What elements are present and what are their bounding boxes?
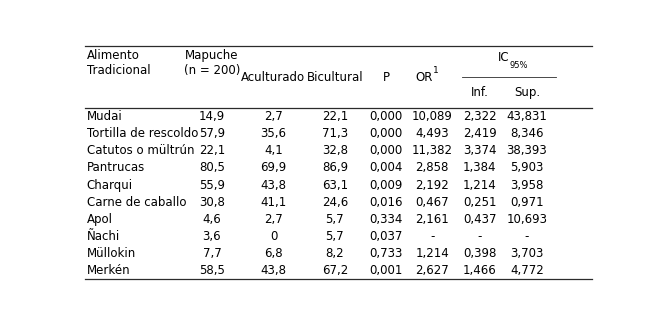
Text: 7,7: 7,7 [203, 247, 221, 260]
Text: -: - [430, 230, 434, 243]
Text: 10,693: 10,693 [506, 213, 547, 226]
Text: Alimento
Tradicional: Alimento Tradicional [87, 49, 150, 77]
Text: 5,7: 5,7 [326, 230, 344, 243]
Text: 58,5: 58,5 [199, 264, 225, 277]
Text: 8,346: 8,346 [510, 127, 544, 140]
Text: 0,009: 0,009 [369, 178, 403, 192]
Text: 5,7: 5,7 [326, 213, 344, 226]
Text: P: P [383, 71, 389, 84]
Text: 43,8: 43,8 [260, 178, 286, 192]
Text: IC: IC [498, 51, 509, 64]
Text: 0,971: 0,971 [510, 196, 544, 209]
Text: 1: 1 [433, 66, 438, 75]
Text: OR: OR [415, 71, 432, 84]
Text: 2,627: 2,627 [415, 264, 449, 277]
Text: 0,467: 0,467 [416, 196, 449, 209]
Text: 2,7: 2,7 [264, 110, 283, 123]
Text: Apol: Apol [87, 213, 113, 226]
Text: Ñachi: Ñachi [87, 230, 120, 243]
Text: 63,1: 63,1 [322, 178, 348, 192]
Text: Bicultural: Bicultural [307, 71, 364, 84]
Text: 3,6: 3,6 [203, 230, 221, 243]
Text: Catutos o mültrún: Catutos o mültrún [87, 144, 194, 157]
Text: 32,8: 32,8 [322, 144, 348, 157]
Text: Tortilla de rescoldo: Tortilla de rescoldo [87, 127, 198, 140]
Text: 2,192: 2,192 [415, 178, 449, 192]
Text: 14,9: 14,9 [199, 110, 225, 123]
Text: 24,6: 24,6 [322, 196, 348, 209]
Text: 80,5: 80,5 [199, 161, 225, 175]
Text: 0,000: 0,000 [369, 144, 403, 157]
Text: 11,382: 11,382 [412, 144, 453, 157]
Text: Mapuche
(n = 200): Mapuche (n = 200) [184, 49, 240, 77]
Text: 2,322: 2,322 [463, 110, 496, 123]
Text: 1,214: 1,214 [463, 178, 496, 192]
Text: 69,9: 69,9 [260, 161, 287, 175]
Text: 1,214: 1,214 [415, 247, 449, 260]
Text: 0,016: 0,016 [369, 196, 403, 209]
Text: 0,334: 0,334 [369, 213, 403, 226]
Text: -: - [477, 230, 482, 243]
Text: 55,9: 55,9 [199, 178, 225, 192]
Text: 0,733: 0,733 [369, 247, 403, 260]
Text: 4,493: 4,493 [416, 127, 449, 140]
Text: 1,384: 1,384 [463, 161, 496, 175]
Text: 0: 0 [270, 230, 277, 243]
Text: Müllokin: Müllokin [87, 247, 136, 260]
Text: 30,8: 30,8 [199, 196, 225, 209]
Text: 3,703: 3,703 [510, 247, 544, 260]
Text: 6,8: 6,8 [264, 247, 283, 260]
Text: 4,1: 4,1 [264, 144, 283, 157]
Text: Inf.: Inf. [471, 86, 488, 99]
Text: 1,466: 1,466 [463, 264, 496, 277]
Text: 0,437: 0,437 [463, 213, 496, 226]
Text: Carne de caballo: Carne de caballo [87, 196, 186, 209]
Text: Merkén: Merkén [87, 264, 130, 277]
Text: 71,3: 71,3 [322, 127, 348, 140]
Text: 0,001: 0,001 [369, 264, 403, 277]
Text: 3,374: 3,374 [463, 144, 496, 157]
Text: 38,393: 38,393 [506, 144, 547, 157]
Text: 41,1: 41,1 [260, 196, 287, 209]
Text: -: - [525, 230, 529, 243]
Text: 10,089: 10,089 [412, 110, 453, 123]
Text: 4,6: 4,6 [203, 213, 221, 226]
Text: 2,7: 2,7 [264, 213, 283, 226]
Text: 0,000: 0,000 [369, 127, 403, 140]
Text: Sup.: Sup. [514, 86, 540, 99]
Text: Pantrucas: Pantrucas [87, 161, 145, 175]
Text: 35,6: 35,6 [260, 127, 286, 140]
Text: 0,251: 0,251 [463, 196, 496, 209]
Text: 67,2: 67,2 [322, 264, 348, 277]
Text: 22,1: 22,1 [199, 144, 225, 157]
Text: 86,9: 86,9 [322, 161, 348, 175]
Text: 0,000: 0,000 [369, 110, 403, 123]
Text: 4,772: 4,772 [510, 264, 544, 277]
Text: 43,831: 43,831 [506, 110, 547, 123]
Text: 2,858: 2,858 [416, 161, 449, 175]
Text: 95%: 95% [509, 61, 527, 70]
Text: 0,004: 0,004 [369, 161, 403, 175]
Text: 0,037: 0,037 [369, 230, 403, 243]
Text: 5,903: 5,903 [510, 161, 544, 175]
Text: 22,1: 22,1 [322, 110, 348, 123]
Text: 43,8: 43,8 [260, 264, 286, 277]
Text: Aculturado: Aculturado [241, 71, 305, 84]
Text: 8,2: 8,2 [326, 247, 344, 260]
Text: 3,958: 3,958 [510, 178, 544, 192]
Text: 2,419: 2,419 [463, 127, 496, 140]
Text: Mudai: Mudai [87, 110, 122, 123]
Text: 57,9: 57,9 [199, 127, 225, 140]
Text: Charqui: Charqui [87, 178, 133, 192]
Text: 0,398: 0,398 [463, 247, 496, 260]
Text: 2,161: 2,161 [415, 213, 449, 226]
